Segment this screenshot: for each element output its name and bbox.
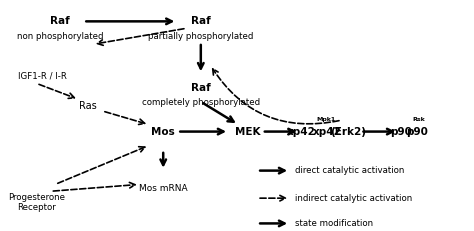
Text: p90: p90 [391, 127, 412, 137]
Text: Mpk1: Mpk1 [316, 117, 335, 122]
Text: indirect catalytic activation: indirect catalytic activation [295, 194, 412, 203]
Text: Raf: Raf [191, 16, 210, 26]
Text: completely phosphorylated: completely phosphorylated [142, 98, 260, 107]
Text: xp42: xp42 [287, 127, 316, 137]
Text: state modification: state modification [295, 219, 373, 228]
Text: Mos mRNA: Mos mRNA [139, 185, 188, 194]
Text: p90: p90 [406, 127, 428, 137]
Text: IGF1-R / I-R: IGF1-R / I-R [18, 72, 66, 81]
Text: non phosphorylated: non phosphorylated [17, 32, 103, 41]
Text: Rsk: Rsk [412, 117, 425, 122]
Text: Raf: Raf [191, 83, 210, 93]
Text: xp42: xp42 [313, 127, 342, 137]
Text: Raf: Raf [50, 16, 70, 26]
Text: (Erk2): (Erk2) [330, 127, 366, 137]
Text: Progesterone
Receptor: Progesterone Receptor [8, 193, 65, 213]
Text: direct catalytic activation: direct catalytic activation [295, 166, 404, 175]
Text: Ras: Ras [79, 101, 97, 111]
Text: MEK: MEK [235, 127, 261, 137]
Text: Mos: Mos [151, 127, 175, 137]
Text: partially phosphorylated: partially phosphorylated [148, 32, 254, 41]
